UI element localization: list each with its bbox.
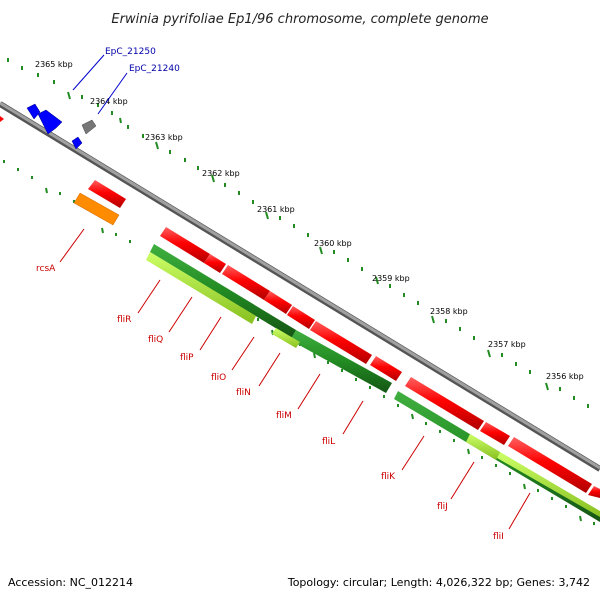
feature-red xyxy=(264,291,292,314)
tick-label: 2359 kbp xyxy=(372,274,410,283)
gene-label-flii: fliI xyxy=(493,532,504,542)
tick-label: 2360 kbp xyxy=(314,239,352,248)
feature-orange xyxy=(73,192,120,226)
tick-label: 2363 kbp xyxy=(145,133,183,142)
feature-gray xyxy=(81,119,97,135)
operon-dark-green xyxy=(290,330,392,393)
feature-blue xyxy=(71,136,83,150)
gene-label-flil: fliL xyxy=(322,437,335,447)
gene-label-flik: fliK xyxy=(381,472,396,482)
gene-label-epc-21250: EpC_21250 xyxy=(105,47,156,57)
operon-bands xyxy=(146,244,600,522)
feature-red xyxy=(0,116,4,122)
operon-light-green xyxy=(146,252,256,324)
feature-red xyxy=(508,437,592,493)
gene-label-epc-21240: EpC_21240 xyxy=(129,64,180,74)
tick-label: 2357 kbp xyxy=(488,340,526,349)
feature-red xyxy=(160,227,210,263)
gene-label-flim: fliM xyxy=(276,411,292,421)
feature-red xyxy=(480,422,510,445)
feature-blue xyxy=(37,109,63,135)
gene-label-flij: fliJ xyxy=(437,502,448,512)
gene-label-fliq: fliQ xyxy=(148,335,163,345)
tick-label: 2362 kbp xyxy=(202,169,240,178)
gene-labels: EpC_21250 EpC_21240 rcsA fliR fliQ fliP … xyxy=(36,47,504,542)
map-title: Erwinia pyrifoliae Ep1/96 chromosome, co… xyxy=(111,12,488,27)
gene-label-flin: fliN xyxy=(236,388,251,398)
genome-stats-text: Topology: circular; Length: 4,026,322 bp… xyxy=(287,576,590,589)
feature-red xyxy=(370,356,402,381)
accession-text: Accession: NC_012214 xyxy=(8,576,133,589)
scale-labels: 2365 kbp 2364 kbp 2363 kbp 2362 kbp 2361… xyxy=(35,60,584,381)
tick-label: 2356 kbp xyxy=(546,372,584,381)
feature-blue xyxy=(26,103,41,120)
leader-lines xyxy=(59,54,531,530)
tick-label: 2364 kbp xyxy=(90,97,128,106)
tick-label: 2365 kbp xyxy=(35,60,73,69)
operon-light-green xyxy=(497,452,600,517)
tick-label: 2361 kbp xyxy=(257,205,295,214)
feature-red xyxy=(88,180,126,208)
operon-dark-green xyxy=(150,244,296,338)
upper-features xyxy=(0,103,97,150)
gene-label-rcsa: rcsA xyxy=(36,264,56,274)
gene-label-flip: fliP xyxy=(180,353,194,363)
feature-red xyxy=(588,486,600,498)
feature-red xyxy=(222,265,270,300)
feature-red xyxy=(310,321,372,364)
operon-light-green xyxy=(466,434,500,460)
feature-red xyxy=(287,306,315,329)
genome-backbone xyxy=(0,101,600,472)
gene-label-flio: fliO xyxy=(211,373,226,383)
scale-ticks xyxy=(7,58,589,408)
tick-label: 2358 kbp xyxy=(430,307,468,316)
cds-features xyxy=(73,180,600,498)
feature-red xyxy=(405,377,484,430)
gene-label-flir: fliR xyxy=(117,315,131,325)
operon-light-green xyxy=(272,328,300,348)
feature-red xyxy=(204,254,226,273)
